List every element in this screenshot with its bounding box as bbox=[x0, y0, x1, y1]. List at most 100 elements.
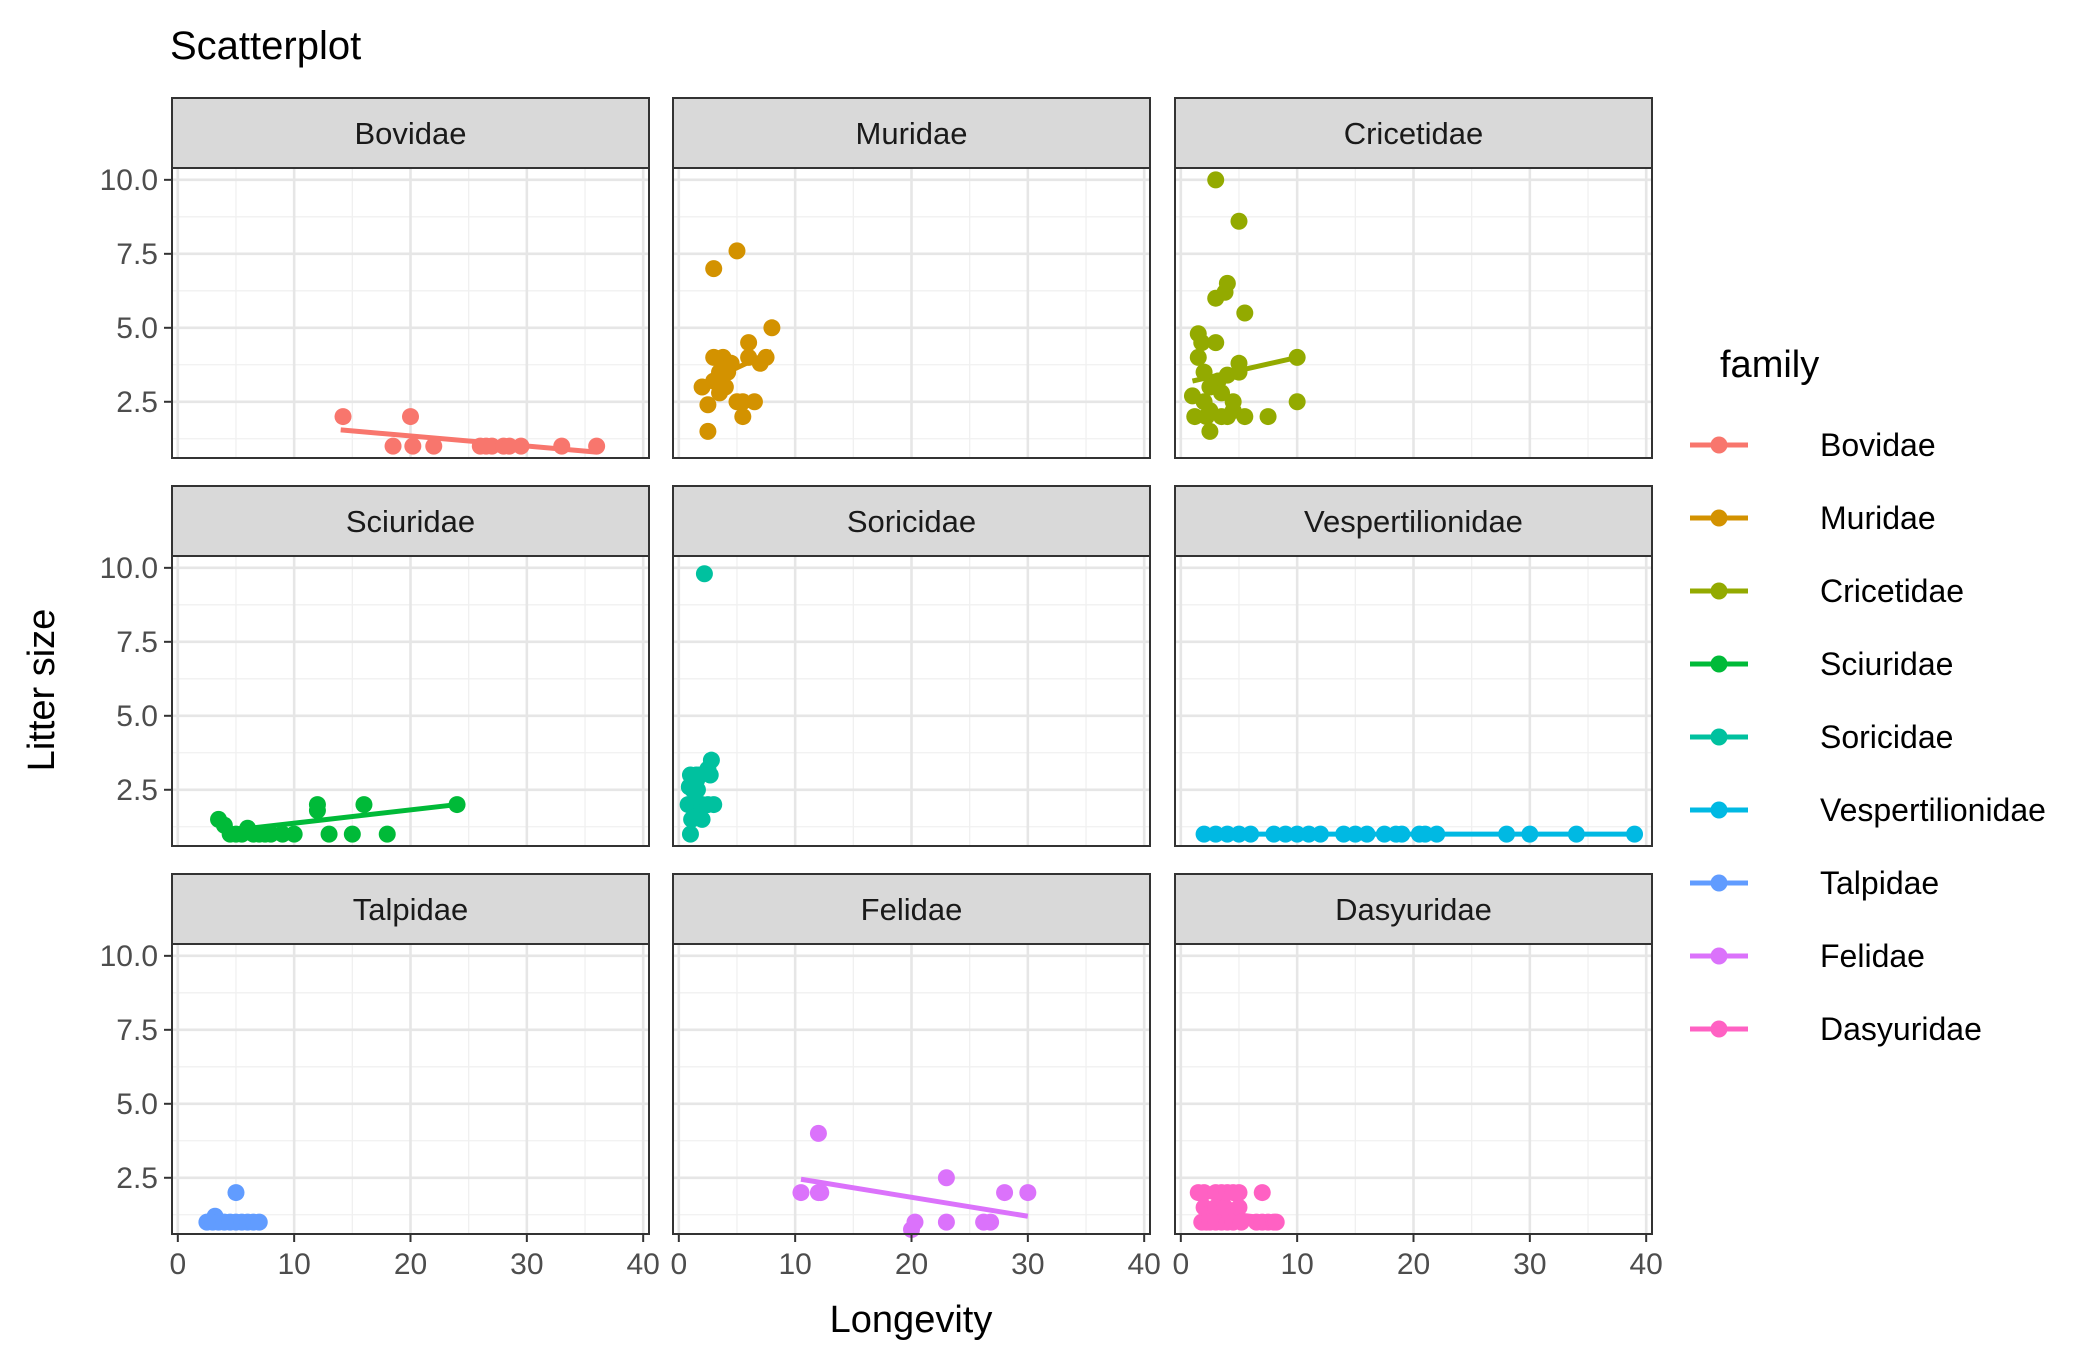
y-axis-ticks: 2.5 5.0 7.5 10.0 2.5 5.0 7.5 10.0 2.5 5.0 7.5 10.0 bbox=[100, 164, 172, 1195]
facet-strip bbox=[672, 873, 1151, 945]
data-point bbox=[745, 393, 763, 411]
data-point bbox=[681, 825, 699, 843]
data-point bbox=[425, 437, 443, 455]
data-point bbox=[693, 810, 711, 828]
data-point bbox=[1230, 363, 1248, 381]
data-point bbox=[1193, 334, 1211, 352]
facet-panel-cricetidae: Cricetidae bbox=[1174, 97, 1653, 459]
legend-key-point bbox=[1710, 874, 1728, 892]
data-point bbox=[728, 242, 746, 260]
facet-panel-felidae: Felidae bbox=[672, 873, 1151, 1239]
data-point bbox=[384, 437, 402, 455]
facet-panel-sciuridae: Sciuridae bbox=[171, 485, 650, 847]
data-point bbox=[404, 437, 422, 455]
facet-strip bbox=[171, 485, 650, 557]
legend-item-sciuridae: Sciuridae bbox=[1690, 646, 1953, 682]
data-point bbox=[1498, 825, 1516, 843]
data-point bbox=[274, 825, 292, 843]
x-tick-label: 40 bbox=[1127, 1248, 1160, 1281]
data-point bbox=[701, 766, 719, 784]
data-point bbox=[1230, 212, 1248, 230]
x-tick-label: 40 bbox=[626, 1248, 659, 1281]
facet-label: Cricetidae bbox=[1344, 116, 1484, 151]
data-point bbox=[1186, 408, 1204, 426]
data-point bbox=[308, 801, 326, 819]
data-point bbox=[1230, 1184, 1248, 1202]
legend-item-felidae: Felidae bbox=[1690, 938, 1925, 974]
legend-key-point bbox=[1710, 728, 1728, 746]
data-point bbox=[1019, 1184, 1037, 1202]
y-tick-label: 5.0 bbox=[116, 1088, 158, 1121]
data-point bbox=[343, 825, 361, 843]
data-point bbox=[699, 396, 717, 414]
facet-strip bbox=[672, 485, 1151, 557]
data-point bbox=[227, 1184, 245, 1202]
y-tick-label: 5.0 bbox=[116, 700, 158, 733]
data-point bbox=[1288, 348, 1306, 366]
data-point bbox=[1375, 825, 1393, 843]
data-point bbox=[1242, 825, 1260, 843]
legend: family Bovidae Muridae Cricetidae Sciuridae… bbox=[1690, 344, 2046, 1047]
x-tick-label: 0 bbox=[169, 1248, 186, 1281]
legend-label: Felidae bbox=[1820, 938, 1925, 974]
x-tick-label: 20 bbox=[394, 1248, 427, 1281]
data-point bbox=[1288, 393, 1306, 411]
data-point bbox=[320, 825, 338, 843]
x-tick-label: 20 bbox=[1397, 1248, 1430, 1281]
y-tick-label: 10.0 bbox=[100, 940, 158, 973]
data-point bbox=[1207, 171, 1225, 189]
facet-panel-bovidae: Bovidae bbox=[171, 97, 650, 459]
data-point bbox=[1236, 304, 1254, 322]
data-point bbox=[695, 565, 713, 583]
data-point bbox=[378, 825, 396, 843]
legend-label: Talpidae bbox=[1820, 865, 1939, 901]
legend-item-muridae: Muridae bbox=[1690, 500, 1936, 536]
y-tick-label: 7.5 bbox=[116, 238, 158, 271]
facet-label: Dasyuridae bbox=[1335, 892, 1492, 927]
data-point bbox=[1393, 825, 1411, 843]
legend-item-bovidae: Bovidae bbox=[1690, 427, 1936, 463]
y-tick-label: 5.0 bbox=[116, 312, 158, 345]
data-point bbox=[1311, 825, 1329, 843]
data-point bbox=[1236, 408, 1254, 426]
data-point bbox=[1416, 825, 1434, 843]
facet-panel-dasyuridae: Dasyuridae bbox=[1174, 873, 1653, 1235]
data-point bbox=[1626, 825, 1644, 843]
legend-item-cricetidae: Cricetidae bbox=[1690, 573, 1964, 609]
data-point bbox=[1335, 825, 1353, 843]
facet-strip bbox=[1174, 873, 1653, 945]
data-point bbox=[1346, 825, 1364, 843]
data-point bbox=[448, 796, 466, 814]
data-point bbox=[1521, 825, 1539, 843]
data-point bbox=[334, 408, 352, 426]
facet-panel-talpidae: Talpidae bbox=[171, 873, 650, 1235]
data-point bbox=[1189, 348, 1207, 366]
facet-panel-soricidae: Soricidae bbox=[672, 485, 1151, 847]
data-point bbox=[588, 437, 606, 455]
data-point bbox=[937, 1213, 955, 1231]
data-point bbox=[1201, 422, 1219, 440]
x-tick-label: 0 bbox=[1172, 1248, 1189, 1281]
data-point bbox=[1230, 825, 1248, 843]
facet-label: Vespertilionidae bbox=[1304, 504, 1523, 539]
data-point bbox=[285, 825, 303, 843]
facet-panels: Bovidae Muridae Cricetidae Sciuridae Soricid… bbox=[171, 97, 1653, 1239]
x-tick-label: 30 bbox=[1513, 1248, 1546, 1281]
data-point bbox=[716, 378, 734, 396]
chart-title: Scatterplot bbox=[170, 24, 361, 68]
legend-label: Sciuridae bbox=[1820, 646, 1953, 682]
legend-label: Dasyuridae bbox=[1820, 1011, 1982, 1047]
trend-line-felidae bbox=[800, 1176, 1029, 1219]
legend-key-point bbox=[1710, 509, 1728, 527]
legend-title: family bbox=[1720, 344, 1819, 386]
legend-item-talpidae: Talpidae bbox=[1690, 865, 1939, 901]
data-point bbox=[512, 437, 530, 455]
x-tick-label: 30 bbox=[510, 1248, 543, 1281]
legend-label: Muridae bbox=[1820, 500, 1936, 536]
data-point bbox=[1207, 334, 1225, 352]
data-point bbox=[1213, 384, 1231, 402]
data-point bbox=[1300, 825, 1318, 843]
data-point bbox=[250, 1213, 268, 1231]
data-point bbox=[1218, 825, 1236, 843]
